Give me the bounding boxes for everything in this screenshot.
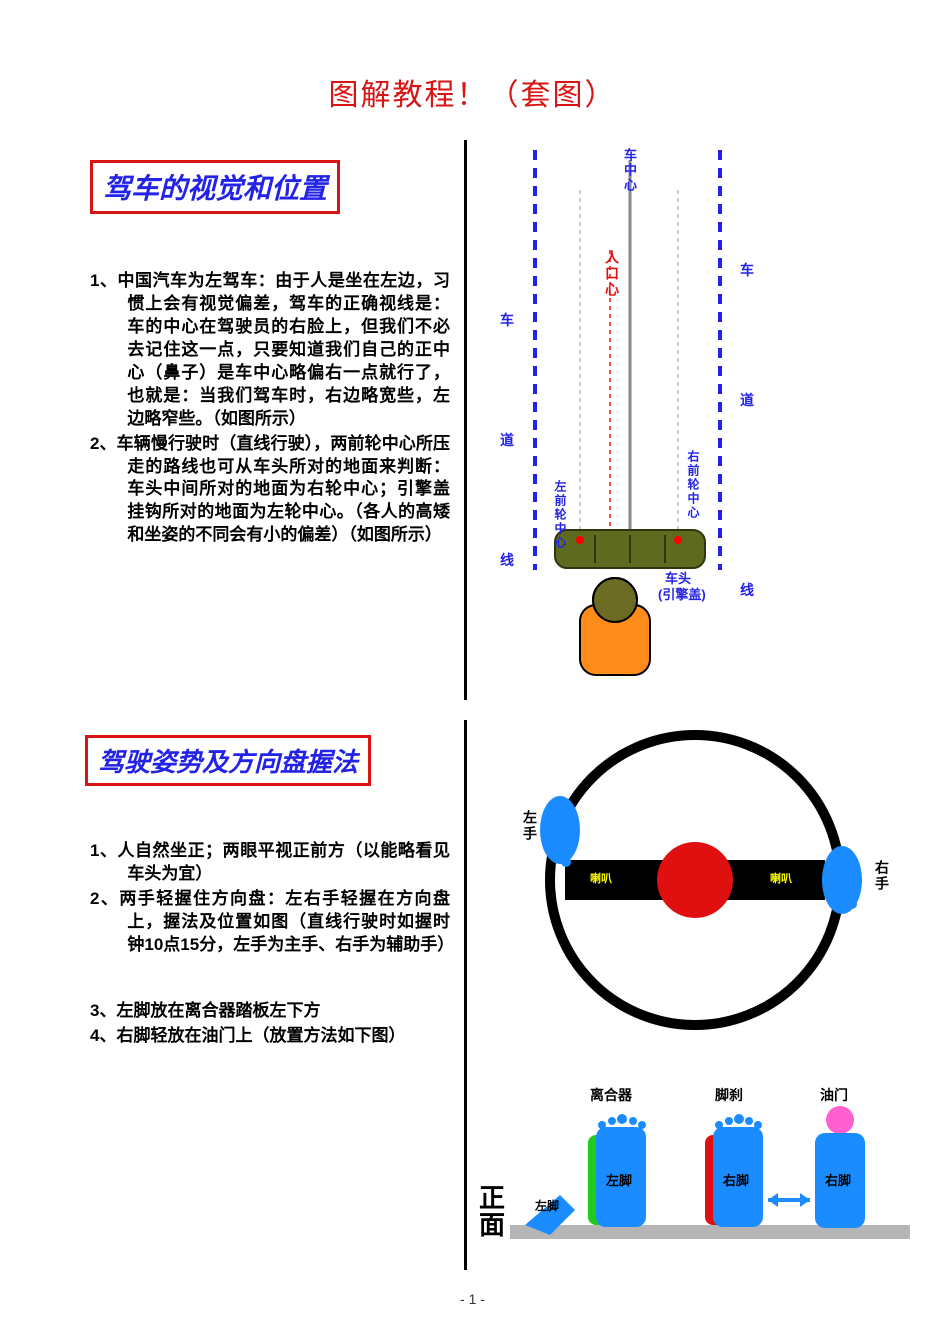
section1-header-text: 驾车的视觉和位置 <box>103 174 327 205</box>
lbl-lane-r1: 车 <box>740 260 754 280</box>
lbl-ren-center: 人口心 <box>602 250 622 298</box>
lbl-lane-r3: 线 <box>740 580 754 600</box>
lbl-car-hood: (引擎盖) <box>658 584 706 603</box>
lbl-left-wheel: 左前轮中心 <box>552 480 569 550</box>
lbl-left-hand: 左手 <box>520 810 540 842</box>
section2-header: 驾驶姿势及方向盘握法 <box>85 735 371 786</box>
section1-body: 1、中国汽车为左驾车：由于人是坐在左边，习惯上会有视觉偏差，驾车的正确视线是：车… <box>90 270 450 549</box>
lbl-horn-right: 喇叭 <box>770 870 792 886</box>
section1-header: 驾车的视觉和位置 <box>90 160 340 214</box>
page-number-text: - 1 - <box>460 1291 485 1307</box>
lbl-lane-l1: 车 <box>500 310 514 330</box>
divider-section1 <box>464 140 467 700</box>
section1-item-1: 1、中国汽车为左驾车：由于人是坐在左边，习惯上会有视觉偏差，驾车的正确视线是：车… <box>90 270 450 431</box>
wheel-diagram: 喇叭 喇叭 左手 右手 <box>480 720 910 1040</box>
lbl-rightfoot1: 右脚 <box>723 1170 749 1189</box>
lbl-lane-l3: 线 <box>500 550 514 570</box>
lane-diagram: 车中心 人口心 车 道 线 车 道 线 左前轮中心 右前轮中心 车头 (引擎盖) <box>480 130 900 690</box>
lbl-lane-r2: 道 <box>740 390 754 410</box>
lbl-right-wheel: 右前轮中心 <box>685 450 702 520</box>
section2-item-4: 4、右脚轻放在油门上（放置方法如下图） <box>90 1025 450 1048</box>
section2-item-3: 3、左脚放在离合器踏板左下方 <box>90 1000 450 1023</box>
section2-body2: 3、左脚放在离合器踏板左下方 4、右脚轻放在油门上（放置方法如下图） <box>90 1000 450 1050</box>
page-title: 图解教程！（套图） <box>0 70 945 114</box>
lbl-gas: 油门 <box>820 1085 848 1105</box>
section2-body1: 1、人自然坐正；两眼平视正前方（以能略看见车头为宜） 2、两手轻握住方向盘：左右… <box>90 840 450 959</box>
page-title-text: 图解教程！（套图） <box>329 79 617 112</box>
lbl-horn-left: 喇叭 <box>590 870 612 886</box>
lbl-rightfoot2: 右脚 <box>825 1170 851 1189</box>
section1-item-2: 2、车辆慢行驶时（直线行驶），两前轮中心所压走的路线也可从车头所对的地面来判断：… <box>90 433 450 548</box>
section2-header-text: 驾驶姿势及方向盘握法 <box>98 748 358 777</box>
lbl-heel-leftfoot: 左脚 <box>535 1197 559 1214</box>
divider-section2 <box>464 720 467 1270</box>
lbl-brake: 脚刹 <box>715 1085 743 1105</box>
lbl-right-hand: 右手 <box>872 860 892 892</box>
lbl-front: 正面 <box>472 1185 512 1240</box>
lbl-car-center: 车中心 <box>620 148 639 193</box>
page-number: - 1 - <box>0 1291 945 1307</box>
lbl-leftfoot: 左脚 <box>606 1170 632 1189</box>
section2-item-2: 2、两手轻握住方向盘：左右手轻握在方向盘上，握法及位置如图（直线行驶时如握时钟1… <box>90 888 450 957</box>
section2-item-1: 1、人自然坐正；两眼平视正前方（以能略看见车头为宜） <box>90 840 450 886</box>
lbl-lane-l2: 道 <box>500 430 514 450</box>
lbl-clutch: 离合器 <box>590 1085 632 1105</box>
pedals-diagram: 离合器 脚刹 油门 左脚 左脚 右脚 右脚 正面 <box>480 1055 920 1270</box>
